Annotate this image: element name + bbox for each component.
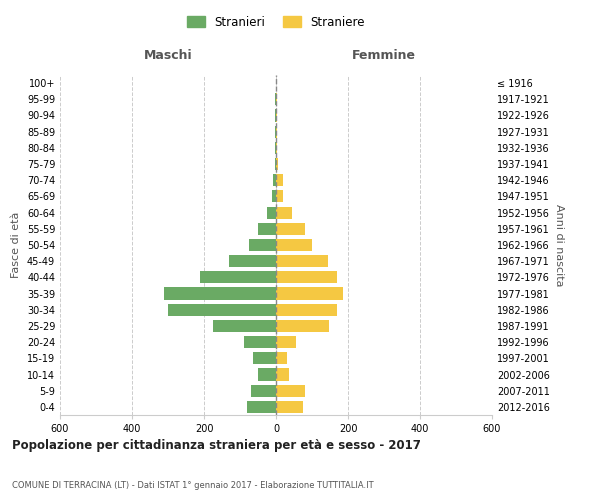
Bar (276, 288, 343, 300)
Bar (276, 352, 287, 364)
Bar (258, 222, 276, 235)
Bar (272, 190, 276, 202)
Bar (213, 320, 276, 332)
Text: Femmine: Femmine (352, 49, 416, 62)
Bar (276, 272, 337, 283)
Bar (247, 401, 276, 413)
Bar (267, 206, 276, 218)
Bar (276, 174, 283, 186)
Bar (276, 401, 303, 413)
Bar (276, 190, 283, 202)
Bar (276, 336, 296, 348)
Bar (273, 174, 276, 186)
Bar (244, 336, 276, 348)
Bar (276, 158, 278, 170)
Bar (275, 126, 276, 138)
Bar (276, 206, 292, 218)
Bar (276, 93, 277, 106)
Bar (276, 304, 337, 316)
Legend: Stranieri, Straniere: Stranieri, Straniere (182, 11, 370, 34)
Bar (168, 304, 276, 316)
Bar (276, 384, 305, 397)
Bar (276, 255, 328, 268)
Bar (253, 352, 276, 364)
Y-axis label: Anni di nascita: Anni di nascita (554, 204, 563, 286)
Bar (200, 272, 276, 283)
Bar (276, 368, 289, 380)
Text: Popolazione per cittadinanza straniera per età e sesso - 2017: Popolazione per cittadinanza straniera p… (12, 440, 421, 452)
Bar (276, 126, 277, 138)
Bar (276, 320, 329, 332)
Bar (275, 93, 276, 106)
Bar (275, 142, 276, 154)
Bar (275, 110, 276, 122)
Bar (276, 110, 277, 122)
Bar (276, 239, 312, 251)
Bar (276, 142, 277, 154)
Y-axis label: Fasce di età: Fasce di età (11, 212, 21, 278)
Text: COMUNE DI TERRACINA (LT) - Dati ISTAT 1° gennaio 2017 - Elaborazione TUTTITALIA.: COMUNE DI TERRACINA (LT) - Dati ISTAT 1°… (12, 481, 374, 490)
Bar (276, 222, 305, 235)
Text: Maschi: Maschi (143, 49, 193, 62)
Bar (258, 368, 276, 380)
Bar (251, 384, 276, 397)
Bar (164, 288, 276, 300)
Bar (229, 255, 276, 268)
Bar (249, 239, 276, 251)
Bar (275, 158, 276, 170)
